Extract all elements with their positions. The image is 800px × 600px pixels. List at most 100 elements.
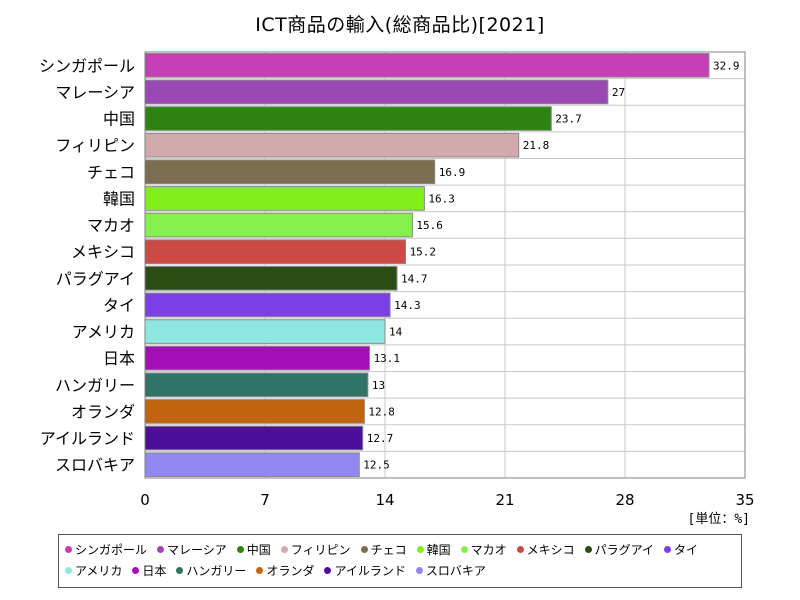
bar-value-label: 32.9	[713, 59, 740, 72]
bar-value-label: 27	[612, 86, 625, 99]
y-category-label: 韓国	[103, 189, 135, 208]
y-category-label: シンガポール	[39, 56, 135, 75]
x-tick-label: 0	[140, 491, 150, 509]
bar	[144, 372, 369, 398]
legend-marker-icon	[664, 546, 672, 553]
bar	[144, 186, 425, 211]
bar	[144, 53, 710, 78]
legend-label: オランダ	[266, 564, 315, 578]
legend-item: アイルランド	[324, 561, 406, 582]
legend-label: アイルランド	[334, 564, 406, 578]
legend-label: マレーシア	[167, 543, 227, 557]
bar-value-label: 13	[372, 379, 385, 392]
legend-item: パラグアイ	[584, 540, 655, 561]
legend-item: シンガポール	[65, 540, 147, 561]
legend-item: スロバキア	[415, 561, 486, 582]
plot-frame	[144, 51, 746, 479]
legend-marker-icon	[416, 546, 424, 553]
chart-title: ICT商品の輸入(総商品比)[2021]	[255, 14, 545, 36]
legend-marker-icon	[65, 567, 72, 574]
legend-item: アメリカ	[65, 561, 122, 582]
legend: シンガポール マレーシア 中国 フィリピン チェコ 韓国 マカオ メキシコ パラグアイ タイアメリ…	[58, 534, 742, 588]
legend-marker-icon	[132, 567, 140, 574]
legend-item: ハンガリー	[176, 561, 246, 582]
legend-item: 中国	[236, 540, 271, 561]
bar	[144, 425, 364, 451]
y-category-label: アメリカ	[72, 323, 135, 342]
legend-item: 韓国	[416, 540, 451, 561]
y-category-label: マレーシア	[55, 83, 135, 102]
x-tick-label: 28	[615, 491, 634, 509]
legend-item: チェコ	[360, 540, 407, 561]
legend-item: 日本	[132, 561, 166, 582]
bar-value-label: 15.2	[410, 246, 437, 259]
legend-marker-icon	[157, 546, 165, 553]
legend-label: チェコ	[370, 543, 407, 557]
legend-marker-icon	[324, 567, 332, 574]
y-category-label: スロバキア	[55, 456, 135, 475]
legend-label: 中国	[246, 543, 271, 557]
legend-marker-icon	[415, 567, 423, 574]
y-category-label: ハンガリー	[55, 376, 135, 395]
y-category-label: パラグアイ	[56, 269, 135, 288]
bar	[144, 399, 365, 424]
bar-value-label: 12.5	[363, 459, 390, 472]
y-category-label: メキシコ	[71, 243, 135, 262]
bar-value-label: 14.7	[401, 272, 428, 285]
legend-item: フィリピン	[280, 540, 351, 561]
bar	[144, 319, 386, 344]
unit-label: [単位：%]	[687, 512, 750, 527]
bar-value-label: 14.3	[394, 299, 421, 312]
legend-marker-icon	[176, 567, 184, 574]
bar-value-label: 21.8	[523, 139, 550, 152]
bar-value-label: 23.7	[555, 113, 582, 126]
y-category-label: フィリピン	[55, 136, 135, 155]
bar	[144, 212, 413, 238]
legend-marker-icon	[584, 546, 592, 553]
bar-value-label: 12.8	[368, 405, 395, 418]
legend-label: 韓国	[426, 543, 451, 557]
legend-label: ハンガリー	[186, 564, 247, 578]
legend-marker-icon	[460, 546, 468, 553]
y-category-label: マカオ	[87, 216, 135, 235]
y-category-label: 日本	[103, 349, 135, 368]
legend-label: シンガポール	[75, 543, 148, 557]
x-tick-label: 14	[375, 491, 394, 509]
bar	[144, 266, 398, 291]
legend-marker-icon	[280, 546, 288, 553]
x-tick-label: 35	[735, 491, 754, 509]
legend-item: マレーシア	[157, 540, 227, 561]
legend-label: パラグアイ	[594, 543, 655, 557]
bar	[144, 452, 360, 477]
legend-label: マカオ	[470, 543, 507, 557]
legend-label: スロバキア	[425, 564, 486, 578]
legend-label: メキシコ	[526, 543, 575, 557]
legend-marker-icon	[360, 546, 368, 553]
x-tick-label: 21	[495, 491, 514, 509]
bar-value-label: 12.7	[367, 432, 394, 445]
bar	[144, 159, 436, 185]
bar-chart: 0 7 14 21 28 35 32.9 シンガポール 27 マレーシア 23.7 中国 21.8 フィリ…	[39, 51, 755, 509]
bar-value-label: 15.6	[416, 219, 443, 232]
legend-label: アメリカ	[75, 564, 123, 578]
y-category-label: オランダ	[71, 402, 135, 421]
y-category-label: タイ	[103, 296, 135, 315]
legend-label: フィリピン	[290, 543, 351, 557]
legend-marker-icon	[65, 546, 72, 553]
bar	[144, 79, 609, 105]
bar-value-label: 13.1	[374, 352, 401, 365]
bar	[144, 239, 407, 264]
legend-label: タイ	[674, 543, 699, 557]
legend-label: 日本	[142, 564, 167, 578]
legend-marker-icon	[516, 546, 524, 553]
legend-marker-icon	[236, 546, 244, 553]
y-category-label: アイルランド	[40, 429, 135, 448]
bar-value-label: 16.3	[428, 192, 455, 205]
bar	[144, 345, 371, 371]
legend-marker-icon	[256, 567, 264, 574]
bar	[144, 292, 391, 318]
bar-value-label: 14	[389, 326, 403, 339]
bar	[144, 106, 552, 131]
legend-item: タイ	[664, 540, 698, 561]
bar-value-label: 16.9	[439, 166, 466, 179]
